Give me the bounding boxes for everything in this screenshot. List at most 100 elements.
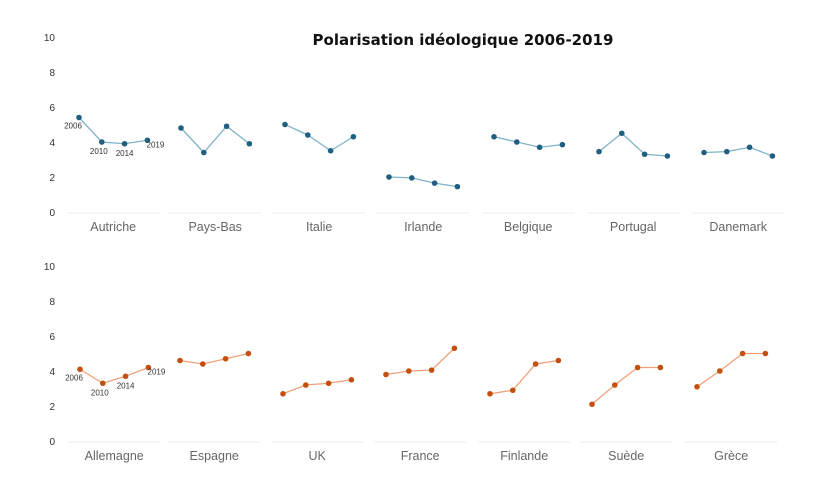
data-point [280,390,286,397]
series-line-Portugal [598,132,668,157]
data-point [145,364,152,371]
data-point [245,350,252,357]
panel-label: Irlande [404,220,442,234]
series-line-Grèce [696,352,766,388]
year-label: 2019 [147,140,165,149]
data-point [350,133,357,140]
y-tick-label: 4 [49,367,55,378]
y-tick-label: 2 [49,173,55,184]
series-line-Finlande [489,359,559,395]
data-point [694,383,700,390]
panel-label: Finlande [500,449,548,463]
data-point [717,368,723,374]
data-point [514,139,520,145]
data-point [431,180,438,186]
year-label: 2010 [90,147,108,156]
series-line-Danemark [703,146,773,157]
data-point [76,114,82,121]
y-tick-label: 4 [49,138,55,149]
data-point [724,148,730,155]
data-point [451,345,458,352]
y-tick-label: 10 [44,33,56,44]
panel-label: Belgique [504,220,553,234]
data-point [657,364,664,371]
y-tick-label: 8 [49,297,55,308]
series-line-Autriche [78,117,148,145]
data-point [177,357,183,364]
data-point [536,144,543,151]
data-point [282,121,288,128]
y-tick-label: 8 [49,68,55,79]
data-point [222,355,229,362]
data-point [305,132,311,138]
panel-label: Suède [608,449,644,463]
data-point [746,144,753,151]
data-point [701,149,707,156]
year-label: 2014 [116,149,134,158]
series-line-Irlande [388,176,458,188]
y-tick-label: 6 [49,332,55,343]
data-point [596,148,602,155]
y-tick-label: 2 [49,402,55,413]
data-point [201,149,207,156]
series-line-Belgique [493,136,563,148]
chart-title: Polarisation idéologique 2006-2019 [313,31,614,49]
data-point [559,141,566,148]
data-point [348,376,355,383]
data-point [386,174,392,180]
panel-label: Grèce [714,449,748,463]
data-point [303,382,309,388]
data-point [122,373,129,380]
data-point [327,147,334,154]
data-point [532,361,539,367]
panel-label: Autriche [90,220,136,234]
panel-label: France [401,449,440,463]
data-point [641,151,648,158]
data-point [619,130,625,137]
data-point [100,380,106,387]
panel-label: Allemagne [85,449,144,463]
panel-label: Danemark [709,220,767,234]
data-point [739,350,746,357]
data-point [178,125,184,131]
data-point [409,175,415,181]
year-label: 2014 [117,381,135,390]
panel-label: Pays-Bas [188,220,242,234]
data-point [325,380,332,387]
data-point [491,133,497,140]
data-point [121,140,128,147]
series-line-Espagne [179,352,249,365]
data-point [454,183,461,190]
series-line-France [385,347,455,376]
series-line-Pays-Bas [180,125,250,154]
series-line-Allemagne [79,366,149,384]
series-line-UK [282,379,352,395]
data-point [77,366,83,373]
year-label: 2006 [65,373,83,382]
panel-label: UK [309,449,327,463]
data-point [223,123,230,130]
panel-label: Espagne [190,449,239,463]
data-point [612,382,618,388]
data-point [769,153,776,159]
panel-label: Italie [306,220,332,234]
data-point [99,139,105,145]
data-point [634,364,641,371]
data-point [762,350,769,357]
y-tick-label: 0 [49,208,55,219]
year-label: 2006 [64,122,82,131]
y-tick-label: 0 [49,437,55,448]
data-point [200,361,206,367]
data-point [246,140,253,147]
data-point [589,401,595,408]
data-point [406,368,412,374]
y-tick-label: 10 [44,262,56,273]
series-line-Italie [284,123,354,152]
data-point [144,137,151,144]
data-point [510,387,516,394]
data-point [664,153,671,159]
y-tick-label: 6 [49,103,55,114]
panel-label: Portugal [610,220,657,234]
year-label: 2019 [148,368,166,377]
